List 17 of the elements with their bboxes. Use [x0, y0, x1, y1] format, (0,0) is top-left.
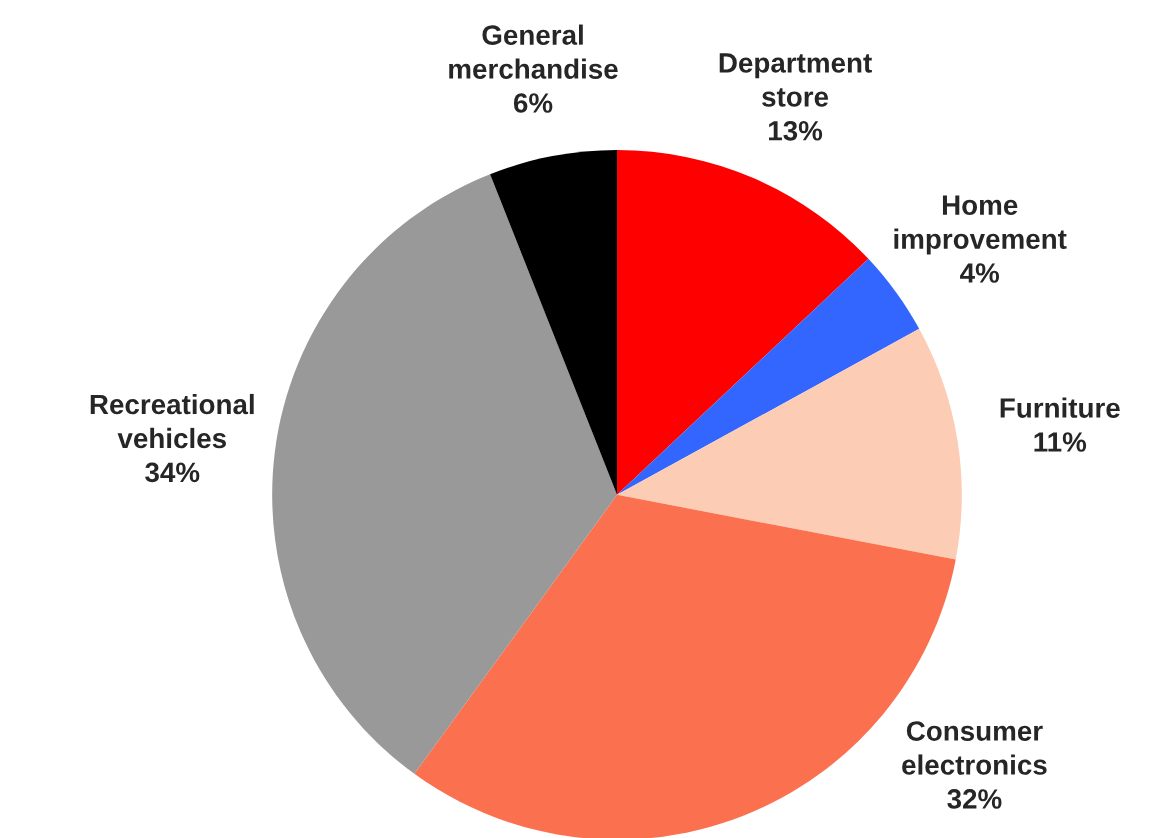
pie-slice — [272, 174, 618, 774]
data-label: 4% — [960, 263, 1000, 283]
pie-slice — [617, 258, 920, 495]
pie-slice — [490, 150, 618, 495]
data-label: 34% — [145, 462, 200, 483]
slice-label: Furniture — [1000, 397, 1120, 418]
pie-slice — [617, 328, 962, 560]
data-label: 6% — [513, 93, 553, 113]
slice-label: Home improvement — [894, 195, 1067, 255]
slice-label: Consumer electronics — [902, 721, 1047, 775]
slice-label: General merchandise — [449, 24, 618, 79]
pie-slice — [617, 150, 869, 495]
data-label: 13% — [769, 120, 823, 141]
slice-label: Department store — [719, 53, 872, 107]
data-label: 11% — [1034, 432, 1087, 452]
slice-label: Recreational vehicles — [90, 393, 254, 449]
data-label: 32% — [947, 789, 1002, 809]
